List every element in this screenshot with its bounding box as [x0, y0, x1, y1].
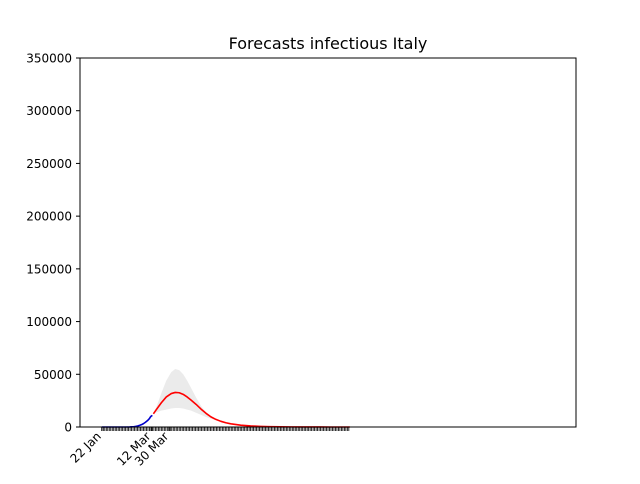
- confidence-band: [153, 369, 231, 424]
- y-tick-label: 150000: [26, 262, 72, 276]
- y-tick-label: 350000: [26, 52, 72, 66]
- y-tick-label: 300000: [26, 104, 72, 118]
- y-tick-label: 100000: [26, 315, 72, 329]
- y-tick-label: 50000: [34, 368, 72, 382]
- chart-title: Forecasts infectious Italy: [229, 34, 428, 53]
- confidence-band-layer: [153, 369, 231, 424]
- y-tick-label: 200000: [26, 210, 72, 224]
- y-tick-label: 250000: [26, 157, 72, 171]
- y-tick-label: 0: [64, 421, 72, 435]
- x-minor-ticks: [101, 427, 350, 431]
